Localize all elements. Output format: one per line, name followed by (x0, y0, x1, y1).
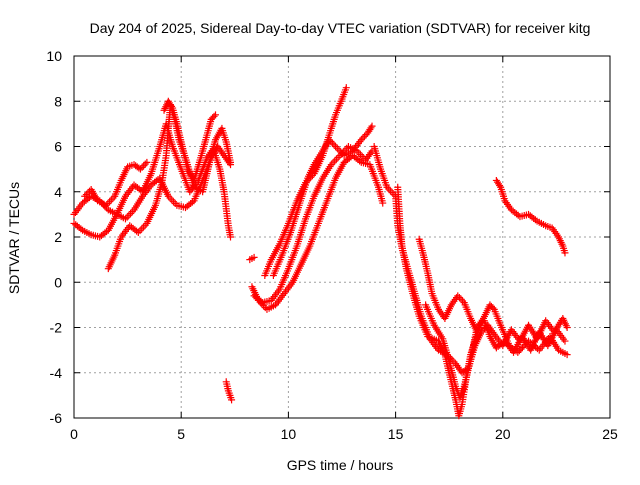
data-point (361, 132, 369, 140)
y-tick-label: -2 (50, 320, 63, 336)
data-point (563, 351, 571, 359)
data-point (325, 136, 333, 144)
data-point (212, 111, 220, 119)
data-point (531, 216, 539, 224)
x-axis-label: GPS time / hours (287, 457, 394, 473)
chart-title: Day 204 of 2025, Sidereal Day-to-day VTE… (90, 20, 591, 36)
data-point (563, 324, 571, 331)
series-G (246, 253, 258, 264)
data-point (77, 225, 85, 233)
x-tick-label: 25 (602, 426, 618, 442)
grid-lines (74, 56, 610, 418)
series-O (415, 235, 481, 336)
series-E (160, 97, 220, 184)
data-point (169, 198, 177, 206)
y-tick-label: -4 (50, 365, 63, 381)
series-J (261, 84, 350, 279)
data-point (356, 157, 364, 165)
data-point (138, 163, 146, 171)
data-point (561, 337, 569, 345)
y-tick-label: 2 (54, 229, 62, 245)
data-point (517, 345, 525, 353)
series-L (370, 143, 571, 377)
data-point (332, 155, 340, 163)
data-point (257, 297, 265, 305)
x-tick-label: 10 (281, 426, 297, 442)
data-point (332, 143, 340, 150)
data-point (331, 157, 339, 165)
data-point (107, 196, 115, 204)
axis-ticks: 0 5 10 15 20 25 -6 -4 -2 0 2 4 6 8 10 (46, 48, 618, 442)
y-tick-label: 6 (54, 139, 62, 155)
data-point (333, 144, 341, 152)
data-point (386, 187, 394, 195)
data-point (168, 196, 176, 204)
y-tick-label: 8 (54, 93, 62, 109)
x-tick-label: 15 (388, 426, 404, 442)
data-point (227, 233, 235, 241)
data-point (455, 294, 463, 302)
data-point (210, 112, 218, 120)
data-point (489, 304, 497, 312)
x-tick-label: 0 (70, 426, 78, 442)
y-tick-label: 4 (54, 184, 62, 200)
data-point (227, 158, 235, 166)
x-tick-label: 20 (495, 426, 511, 442)
series-F (222, 378, 236, 404)
data-point (359, 134, 367, 142)
data-point (136, 165, 144, 173)
data-point (82, 191, 90, 199)
series-M (394, 183, 571, 420)
data-point (473, 328, 481, 336)
series-D (104, 102, 235, 273)
data-point (250, 253, 258, 261)
y-tick-label: 10 (46, 48, 62, 64)
x-tick-label: 5 (177, 426, 185, 442)
series-P (492, 176, 569, 257)
data-point (459, 297, 467, 305)
data-point (136, 227, 144, 235)
data-point (188, 198, 196, 206)
data-point (141, 160, 149, 168)
data-point (139, 223, 147, 231)
data-point (518, 344, 526, 352)
data-point (379, 199, 387, 207)
data-point (330, 141, 338, 149)
series-C (81, 158, 151, 209)
y-tick-label: 0 (54, 274, 62, 290)
data-point (228, 396, 236, 404)
data-point (328, 139, 336, 147)
data-point (343, 144, 351, 152)
data-point (140, 162, 148, 170)
data-marks (70, 84, 571, 420)
data-point (127, 209, 135, 217)
data-point (368, 122, 376, 130)
series-N (422, 301, 569, 402)
data-point (454, 292, 462, 300)
data-point (514, 211, 522, 219)
series-A (70, 120, 235, 241)
data-point (357, 136, 365, 144)
series-H (248, 152, 387, 313)
data-point (143, 158, 151, 166)
series-K (269, 122, 376, 279)
data-point (342, 84, 350, 92)
data-point (168, 102, 176, 110)
series-I (250, 143, 376, 307)
data-point (367, 124, 375, 132)
data-point (123, 213, 131, 221)
data-point (81, 192, 89, 200)
data-point (561, 249, 569, 257)
y-tick-label: -6 (50, 410, 63, 426)
data-point (496, 182, 504, 190)
data-point (457, 295, 465, 303)
y-axis-label: SDTVAR / TECUs (6, 182, 22, 294)
data-point (327, 137, 335, 145)
